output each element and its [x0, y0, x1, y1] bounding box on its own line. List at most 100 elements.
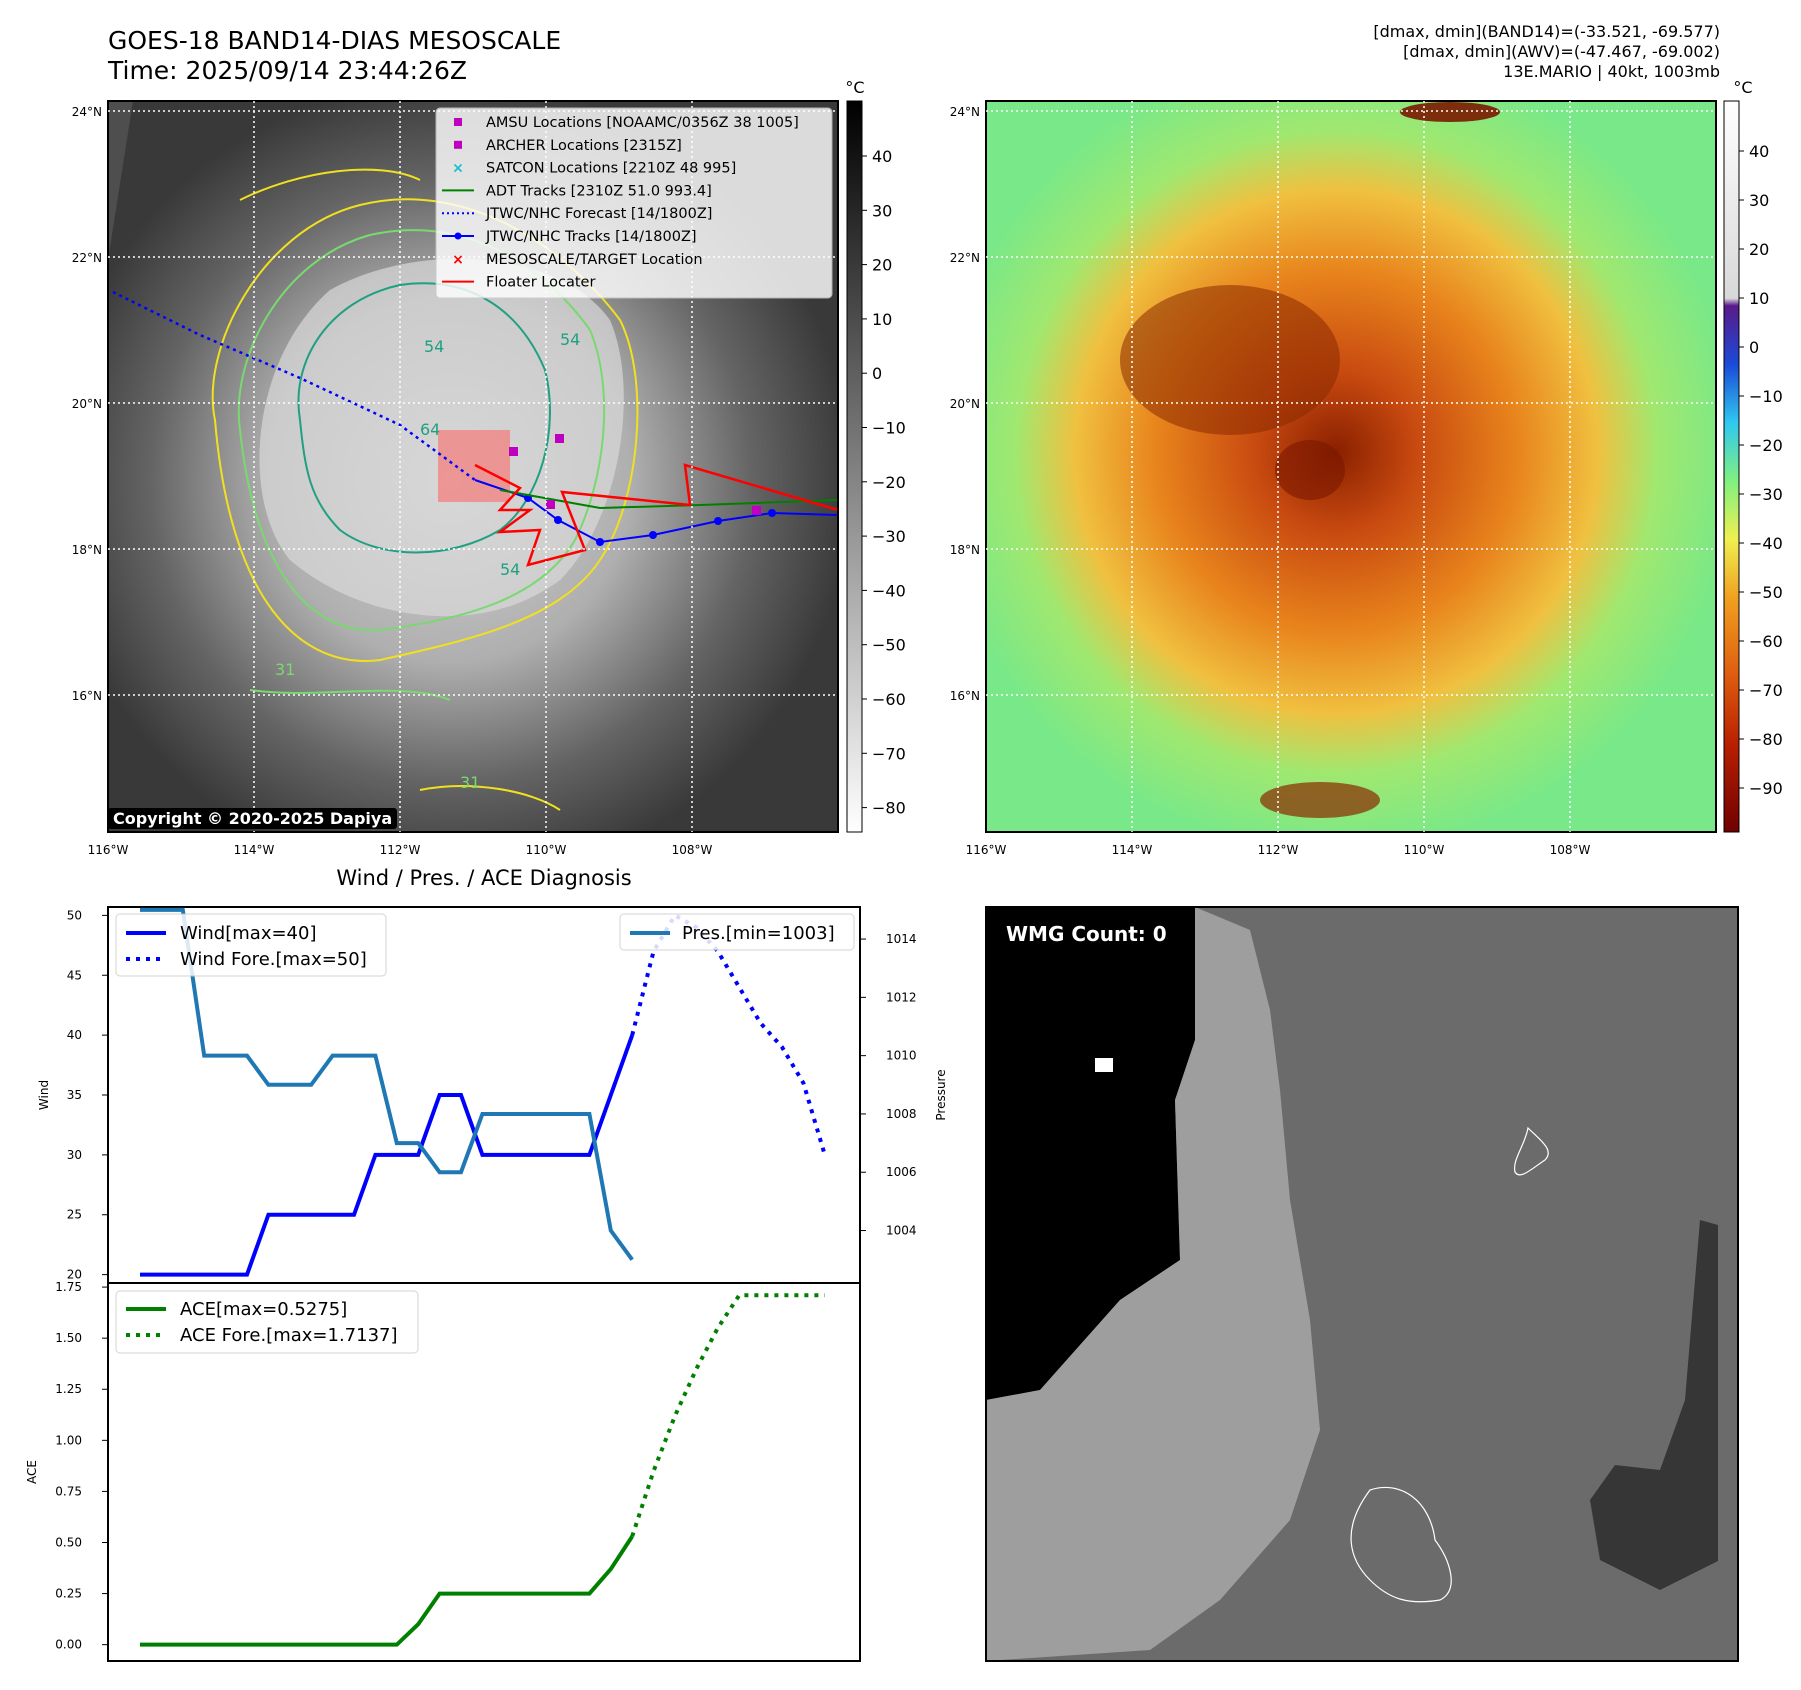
ir-lon-label: 114°W [234, 843, 275, 857]
wind-pressure-series [140, 907, 827, 1277]
ir-lon-label: 112°W [380, 843, 421, 857]
ace-series [140, 1293, 825, 1647]
colorbar-tick-label: −60 [1749, 632, 1783, 651]
colorbar-tick-label: −20 [872, 473, 906, 492]
storm-info: 13E.MARIO | 40kt, 1003mb [1503, 62, 1720, 81]
legend-x-marker: × [452, 252, 464, 268]
colorbar-tick-label: −70 [1749, 681, 1783, 700]
ir-lat-label: 16°N [72, 689, 102, 703]
title-line-1: GOES-18 BAND14-DIAS MESOSCALE [108, 26, 562, 55]
wind-tick-label: 40 [67, 1028, 82, 1042]
colorbar-tick-label: 0 [1749, 338, 1759, 357]
pressure-tick-label: 1014 [886, 932, 917, 946]
enhanced-lon-label: 110°W [1404, 843, 1445, 857]
ir-contour-yellow-north [239, 168, 421, 201]
floater-locater-track [474, 463, 839, 567]
stats-band14: [dmax, dmin](BAND14)=(-33.521, -69.577) [1373, 22, 1720, 41]
diagnosis-chart-title: Wind / Pres. / ACE Diagnosis [336, 866, 631, 890]
series-line-wind [140, 1034, 635, 1277]
enhanced-south-band [1260, 782, 1380, 818]
enhanced-lat-label: 18°N [950, 543, 980, 557]
ace-tick-label: 1.75 [55, 1280, 82, 1294]
ir-contour-label-4: 31 [275, 660, 295, 679]
colorbar-tick-label: −10 [872, 419, 906, 438]
pressure-axis-label: Pressure [934, 1069, 948, 1120]
ace-tick-label: 1.25 [55, 1382, 82, 1396]
ir-colorbar: °C 40 30 20 10 0 −10 −20 −30 −40 −50 −60 −70 −80 [845, 78, 906, 833]
colorbar-tick-label: −80 [872, 799, 906, 818]
colorbar-tick-label: −40 [1749, 534, 1783, 553]
colorbar-tick-label: 40 [1749, 142, 1769, 161]
pressure-legend: Pres.[min=1003] [619, 913, 855, 951]
ir-map-panel: 54 64 54 31 54 31 24°N 22°N 20°N 18°N 16°N 1… [72, 100, 839, 857]
copyright-label: Copyright © 2020-2025 Dapiya [108, 808, 398, 829]
colorbar-tick-label: −40 [872, 581, 906, 600]
pressure-y-ticks: 1004 1006 1008 1010 1012 1014 [860, 932, 917, 1238]
wind-axis-label: Wind [37, 1080, 51, 1110]
pressure-tick-label: 1006 [886, 1165, 917, 1179]
enhanced-cold-core [1275, 440, 1345, 500]
legend-x-marker: × [452, 161, 464, 177]
ir-contour-label-1: 54 [424, 337, 444, 356]
ace-chart: ACE 0.00 0.25 0.50 0.75 1.00 1.25 1.50 1.75 ACE… [25, 1280, 861, 1662]
wind-tick-label: 50 [67, 908, 82, 922]
ace-legend-label: ACE[max=0.5275] [180, 1299, 347, 1320]
colorbar-tick-label: 40 [872, 147, 892, 166]
ace-legend-box [115, 1290, 419, 1354]
ir-lon-label: 108°W [672, 843, 713, 857]
ir-map-frame [107, 100, 839, 833]
ir-map-legend: AMSU Locations [NOAAMC/0356Z 38 1005] ARC… [435, 107, 833, 299]
jtwc-track-points [524, 494, 776, 546]
enhanced-map-lon-ticks: 116°W 114°W 112°W 110°W 108°W [966, 843, 1591, 857]
ir-contour-label-3: 54 [560, 330, 580, 349]
ir-contour-green [237, 229, 606, 632]
enhanced-north-band [1400, 102, 1500, 122]
colorbar-tick-label: −50 [1749, 583, 1783, 602]
ace-y-ticks: 0.00 0.25 0.50 0.75 1.00 1.25 1.50 1.75 [55, 1280, 108, 1652]
pressure-tick-label: 1008 [886, 1107, 917, 1121]
enhanced-map-frame [985, 100, 1717, 833]
pressure-legend-label: Pres.[min=1003] [682, 923, 835, 944]
ir-map-lat-ticks: 24°N 22°N 20°N 18°N 16°N [72, 105, 102, 703]
enhanced-lat-label: 20°N [950, 397, 980, 411]
wind-y-ticks: 20 25 30 35 40 45 50 [67, 908, 108, 1282]
legend-label: ARCHER Locations [2315Z] [486, 138, 682, 154]
enhanced-lon-label: 108°W [1550, 843, 1591, 857]
wind-legend-label: Wind Fore.[max=50] [180, 949, 367, 970]
jtwc-best-track [474, 479, 839, 544]
legend-dot-marker [454, 232, 462, 240]
ir-contour-yellow-south [419, 785, 561, 811]
ace-legend-label: ACE Fore.[max=1.7137] [180, 1325, 398, 1346]
colorbar-tick-label: −50 [872, 636, 906, 655]
ace-tick-label: 0.00 [55, 1638, 82, 1652]
stats-awv: [dmax, dmin](AWV)=(-47.467, -69.002) [1403, 42, 1720, 61]
wind-tick-label: 20 [67, 1268, 82, 1282]
wind-tick-label: 30 [67, 1148, 82, 1162]
ace-axis-label: ACE [25, 1460, 39, 1484]
legend-label: AMSU Locations [NOAAMC/0356Z 38 1005] [486, 115, 799, 131]
wmg-panel [985, 906, 1739, 1662]
enhanced-cold-band [1120, 285, 1340, 435]
legend-label: ADT Tracks [2310Z 51.0 993.4] [486, 183, 712, 199]
figure-stats: [dmax, dmin](BAND14)=(-33.521, -69.577) … [1373, 22, 1720, 82]
amsu-archer-points [509, 434, 761, 515]
wind-legend-box [115, 913, 387, 977]
colorbar-tick-label: −30 [1749, 485, 1783, 504]
series-line-wind-forecast [630, 912, 827, 1156]
wmg-coastline-2 [1513, 1126, 1549, 1176]
colorbar-tick-label: 0 [872, 364, 882, 383]
colorbar-tick-label: −10 [1749, 387, 1783, 406]
colorbar-tick-label: 10 [1749, 289, 1769, 308]
enhanced-colorbar-unit: °C [1733, 78, 1752, 97]
pressure-tick-label: 1004 [886, 1224, 917, 1238]
enhanced-colorbar-ticks: 40 30 20 10 0 −10 −20 −30 −40 −50 −60 −70 −80 −90 [1739, 142, 1783, 798]
ir-colorbar-ticks: 40 30 20 10 0 −10 −20 −30 −40 −50 −60 −70 −80 [862, 147, 906, 818]
legend-square-marker [454, 140, 462, 149]
colorbar-tick-label: −60 [872, 690, 906, 709]
ir-lat-label: 20°N [72, 397, 102, 411]
enhanced-colorbar: °C 40 30 20 10 0 −10 −20 −30 −40 −50 −60 −70 −80 −90 [1723, 78, 1783, 833]
ace-legend: ACE[max=0.5275] ACE Fore.[max=1.7137] [115, 1290, 419, 1354]
ir-lon-label: 116°W [88, 843, 129, 857]
